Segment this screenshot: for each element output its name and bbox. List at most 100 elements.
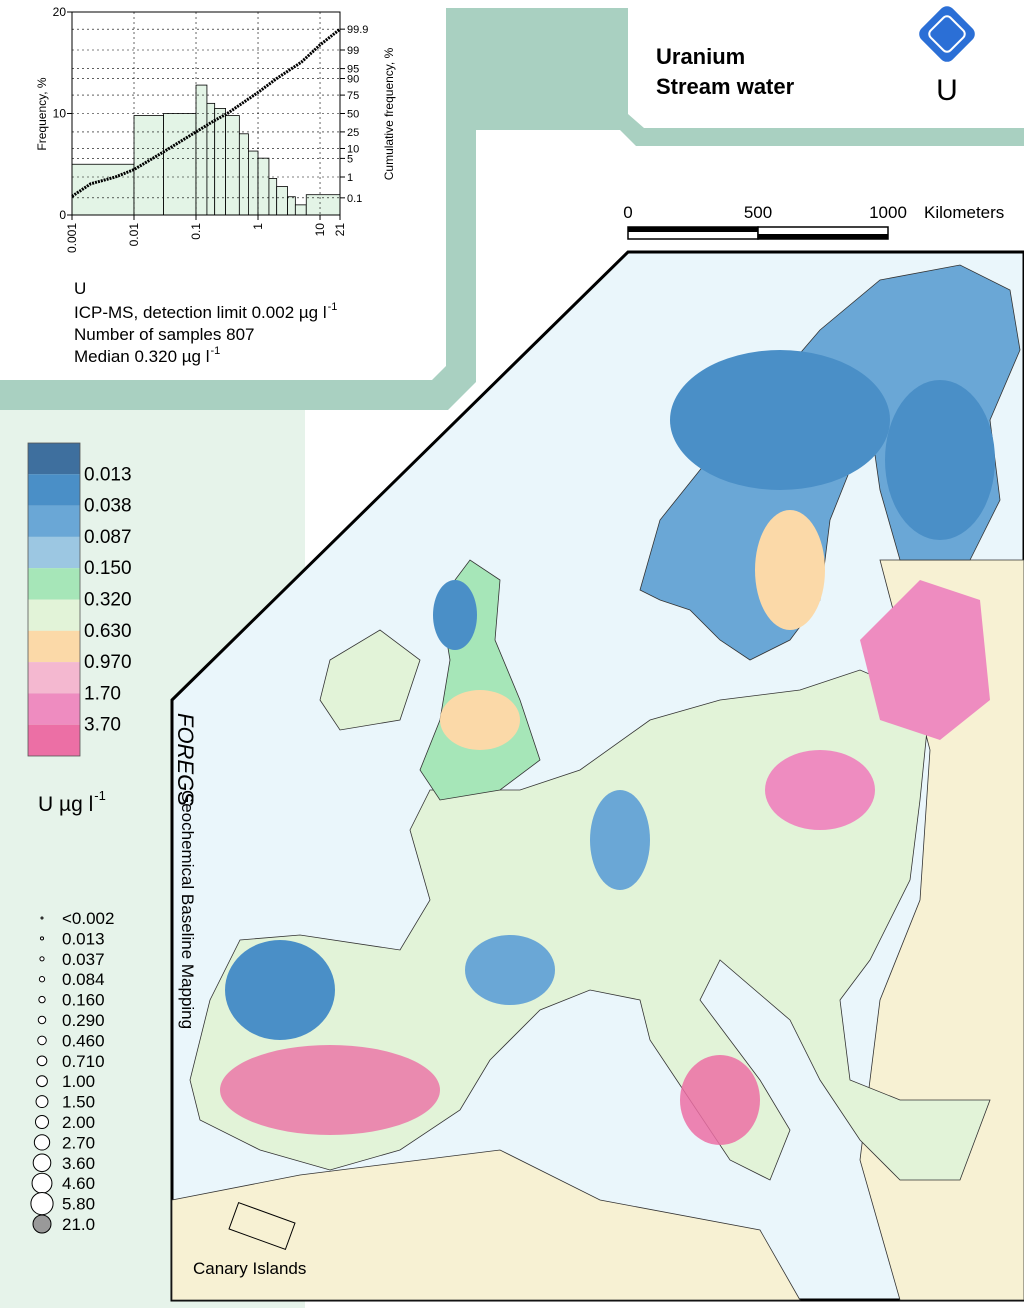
symbol-label: 0.290: [62, 1011, 105, 1030]
symbol-label: 5.80: [62, 1195, 95, 1214]
spain-zone: [220, 1045, 440, 1135]
color-break-label: 0.038: [84, 496, 132, 517]
symbol-label: 0.460: [62, 1031, 105, 1050]
subtitle: Stream water: [656, 74, 795, 99]
histogram: [67, 11, 345, 220]
histogram-bar: [225, 115, 240, 216]
histogram-bar: [257, 157, 270, 216]
x-tick-label: 10: [313, 223, 327, 237]
symbol-swatch: [38, 976, 46, 983]
symbol-swatch: [39, 956, 45, 962]
histogram-bar: [206, 102, 216, 216]
element-icon: [919, 6, 975, 62]
color-break-label: 0.970: [84, 652, 132, 673]
color-swatch: [28, 443, 80, 475]
tagline: Geochemical Baseline Mapping: [178, 790, 197, 1029]
y-tick-label: 0: [59, 208, 66, 222]
icon-inner: [928, 15, 966, 53]
nordic-zone: [670, 350, 890, 490]
scotland-zone: [433, 580, 477, 650]
symbol-swatch: [35, 1095, 49, 1109]
inset-frame: [228, 1201, 296, 1251]
symbol-label: 21.0: [62, 1215, 95, 1234]
histogram-bar: [195, 84, 208, 216]
symbol-label: 0.013: [62, 929, 105, 948]
y2-axis-label: Cumulative frequency, %: [382, 47, 396, 180]
color-swatch: [28, 693, 80, 725]
ireland: [319, 629, 421, 731]
scale-label: 0: [623, 203, 632, 222]
sweden-zone: [755, 510, 825, 630]
symbol-swatch: [30, 1192, 54, 1216]
color-break-label: 1.70: [84, 683, 121, 704]
y2-tick-label: 10: [347, 143, 359, 155]
histogram-bar: [163, 113, 197, 216]
x-tick-label: 21: [333, 223, 347, 237]
scale-bar-left-fill: [628, 227, 758, 232]
symbol-swatch: [40, 916, 44, 920]
africa: [171, 1149, 801, 1301]
color-legend-frame: [27, 442, 81, 757]
symbol-label: 0.710: [62, 1052, 105, 1071]
color-swatch: [28, 630, 80, 663]
icon-diamond: [919, 6, 975, 62]
note: Number of samples 807: [74, 325, 254, 344]
symbol-label: 1.00: [62, 1072, 95, 1091]
inset-label: Canary Islands: [193, 1259, 306, 1278]
y2-tick-label: 50: [347, 109, 359, 121]
x-tick-label: 0.01: [127, 223, 141, 247]
symbol-label: 3.60: [62, 1154, 95, 1173]
note: ICP-MS, detection limit 0.002 µg l: [74, 303, 327, 322]
y2-tick-label: 25: [347, 127, 359, 139]
note-superscript: -1: [211, 345, 221, 357]
map: [170, 250, 1024, 1302]
finland-zone: [885, 380, 995, 540]
color-swatch: [28, 599, 80, 631]
color-swatch: [28, 568, 80, 600]
symbol-label: 2.70: [62, 1133, 95, 1152]
histogram-bar: [238, 133, 249, 216]
y2-tick-label: 95: [347, 64, 359, 76]
scale-label: 1000: [869, 203, 907, 222]
symbol-swatch: [32, 1153, 52, 1173]
color-swatch: [28, 474, 80, 506]
x-tick-label: 0.001: [65, 223, 79, 253]
symbol-swatch: [32, 1214, 52, 1234]
logo: FOREGS: [173, 713, 198, 806]
color-break-label: 0.150: [84, 558, 132, 579]
color-swatch: [28, 662, 80, 694]
symbol-label: 0.037: [62, 950, 105, 969]
england-zone: [440, 690, 520, 750]
note: Median 0.320 µg l: [74, 347, 210, 366]
color-break-label: 3.70: [84, 715, 121, 736]
symbol-swatch: [33, 1134, 51, 1151]
histogram-bar: [276, 186, 288, 216]
symbol-swatch: [36, 1075, 48, 1088]
color-break-label: 0.087: [84, 527, 132, 548]
baltic-zone: [860, 580, 990, 740]
title: Uranium: [656, 44, 745, 69]
scale-bar-right-fill: [758, 234, 888, 239]
histogram-bar: [133, 115, 164, 216]
symbol-swatch: [39, 936, 45, 941]
color-swatch: [28, 536, 80, 569]
histogram-bar: [287, 196, 296, 216]
cumulative-curve: [71, 27, 341, 198]
germany-zone: [590, 790, 650, 890]
histogram-bar: [294, 204, 307, 216]
y2-tick-label: 75: [347, 90, 359, 102]
scale-unit: Kilometers: [924, 203, 1004, 222]
symbol-swatch: [36, 1055, 48, 1067]
y-tick-label: 20: [53, 5, 67, 19]
note-superscript: -1: [328, 301, 338, 313]
central-france-zone: [465, 935, 555, 1005]
y2-tick-label: 90: [347, 74, 359, 86]
frame-band: [0, 8, 1024, 410]
scale-label: 500: [744, 203, 772, 222]
symbol-swatch: [37, 1015, 47, 1025]
legend-unit: U µg l: [38, 793, 93, 816]
symbol-swatch: [38, 995, 46, 1004]
y2-tick-label: 0.1: [347, 193, 362, 205]
element-label: U: [74, 279, 86, 298]
y2-tick-label: 1: [347, 172, 353, 184]
